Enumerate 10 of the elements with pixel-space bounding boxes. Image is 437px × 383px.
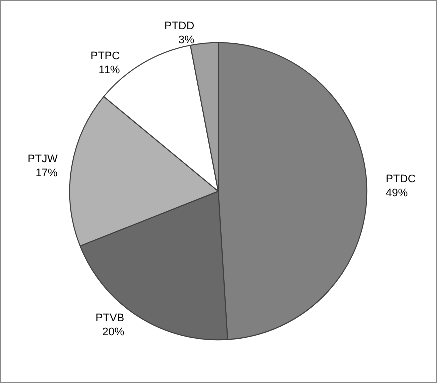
data-label: 20% [102,326,125,338]
data-label: 49% [386,188,408,200]
slice-label: PTJW [28,154,58,166]
data-label: 17% [36,168,58,180]
slice-label: PTPC [90,50,120,63]
slice-label: PTDC [386,174,416,186]
data-label: 3% [178,34,195,47]
data-label: 11% [98,64,120,77]
slice-label: PTVB [96,312,125,324]
slice-label: PTDD [164,20,195,33]
